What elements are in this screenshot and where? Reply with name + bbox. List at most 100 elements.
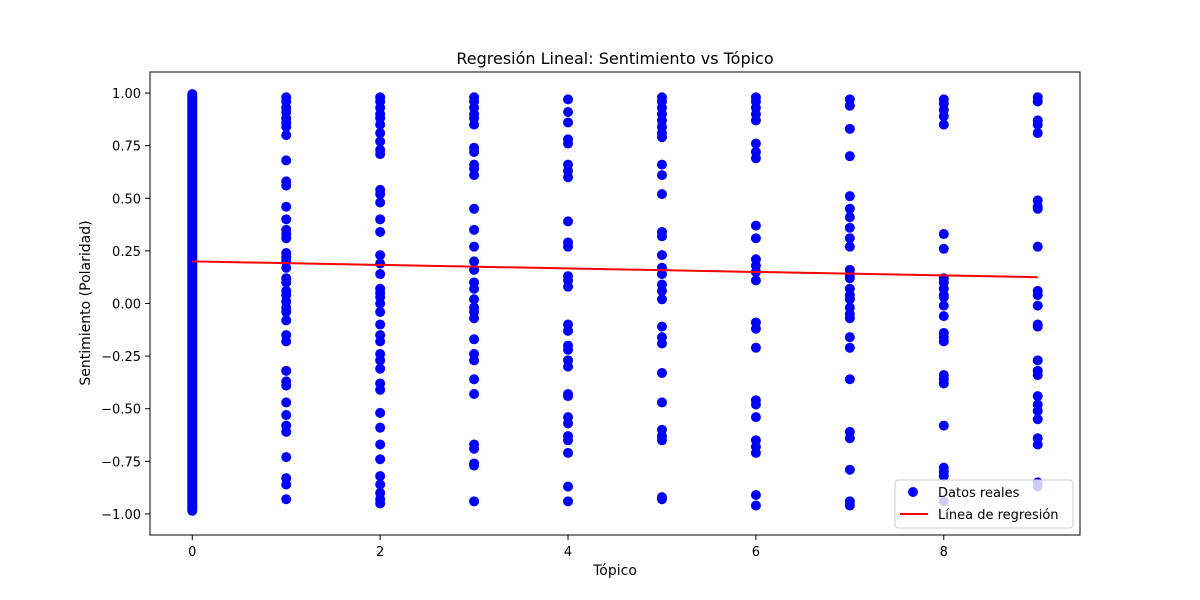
data-point — [375, 136, 386, 147]
data-point — [563, 281, 574, 292]
data-point — [281, 494, 292, 505]
data-point — [844, 203, 855, 214]
data-point — [281, 180, 292, 191]
data-point — [750, 412, 761, 423]
legend-box — [894, 479, 1074, 529]
data-point — [844, 332, 855, 343]
data-point — [375, 363, 386, 374]
data-point — [469, 256, 480, 267]
data-point — [750, 115, 761, 126]
regression-line-layer — [192, 260, 1038, 279]
data-point — [844, 222, 855, 233]
data-point — [844, 100, 855, 111]
data-point — [844, 313, 855, 324]
data-point — [938, 471, 949, 482]
data-point — [375, 384, 386, 395]
data-point — [750, 153, 761, 164]
data-point — [281, 365, 292, 376]
chart-title: Regresión Lineal: Sentimiento vs Tópico — [456, 49, 773, 68]
data-point — [375, 226, 386, 237]
data-point — [563, 325, 574, 336]
data-point — [563, 447, 574, 458]
data-point — [469, 388, 480, 399]
points-layer — [187, 89, 1043, 516]
data-point — [563, 391, 574, 402]
data-point — [563, 496, 574, 507]
data-point — [563, 481, 574, 492]
data-point — [375, 454, 386, 465]
data-point — [375, 149, 386, 160]
data-point — [469, 460, 480, 471]
data-point — [656, 250, 667, 261]
dense-point-column-x0 — [187, 89, 198, 516]
x-tick-label: 6 — [752, 545, 760, 560]
data-point — [563, 361, 574, 372]
data-point — [656, 285, 667, 296]
data-point — [1032, 241, 1043, 252]
data-point — [750, 275, 761, 286]
regression-line — [192, 260, 1038, 279]
data-point — [844, 500, 855, 511]
data-point — [750, 342, 761, 353]
data-point — [750, 490, 761, 501]
data-point — [375, 189, 386, 200]
data-point — [938, 336, 949, 347]
data-point — [375, 479, 386, 490]
data-point — [469, 355, 480, 366]
data-point — [1032, 203, 1043, 214]
data-point — [281, 426, 292, 437]
data-point — [844, 342, 855, 353]
data-point — [750, 138, 761, 149]
data-point — [563, 138, 574, 149]
data-point — [844, 464, 855, 475]
data-point — [281, 410, 292, 421]
data-point — [844, 233, 855, 244]
data-point — [844, 151, 855, 162]
data-point — [656, 338, 667, 349]
data-point — [563, 106, 574, 117]
data-point — [563, 435, 574, 446]
data-point — [281, 121, 292, 132]
data-point — [281, 397, 292, 408]
data-point — [375, 214, 386, 225]
data-point — [938, 111, 949, 122]
data-point — [844, 241, 855, 252]
data-point — [469, 374, 480, 385]
data-point — [1032, 119, 1043, 130]
data-point — [1032, 405, 1043, 416]
x-axis-label: Tópico — [592, 563, 637, 579]
data-point — [375, 355, 386, 366]
data-point — [469, 334, 480, 345]
data-point — [750, 500, 761, 511]
data-point — [281, 306, 292, 317]
y-tick-label: 1.00 — [112, 87, 141, 102]
data-point — [469, 203, 480, 214]
data-point — [375, 298, 386, 309]
data-point — [375, 336, 386, 347]
data-point — [938, 292, 949, 303]
data-point — [469, 283, 480, 294]
data-point — [469, 146, 480, 157]
data-point — [469, 313, 480, 324]
data-point — [844, 433, 855, 444]
data-point — [1032, 300, 1043, 311]
data-point — [656, 367, 667, 378]
data-point — [750, 399, 761, 410]
data-point — [563, 418, 574, 429]
data-point — [1032, 414, 1043, 425]
data-point — [469, 294, 480, 305]
data-point — [469, 119, 480, 130]
data-point — [469, 224, 480, 235]
data-point — [844, 212, 855, 223]
x-tick-label: 4 — [564, 545, 572, 560]
x-tick-label: 8 — [940, 545, 948, 560]
data-point — [281, 380, 292, 391]
data-point — [656, 231, 667, 242]
data-point — [281, 214, 292, 225]
data-point — [656, 435, 667, 446]
data-point — [938, 300, 949, 311]
data-point — [281, 479, 292, 490]
data-point — [750, 233, 761, 244]
